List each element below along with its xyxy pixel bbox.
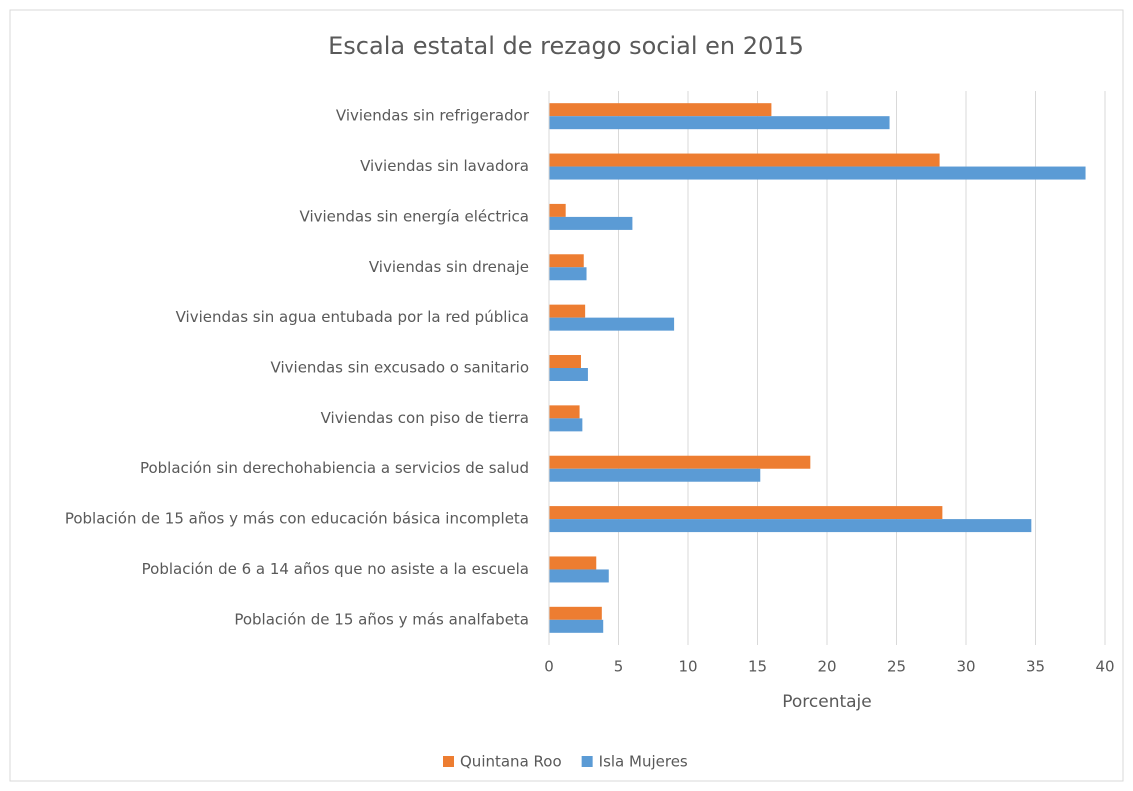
bar [549, 556, 597, 570]
bar [549, 468, 761, 482]
y-tick-label: Viviendas sin agua entubada por la red p… [176, 308, 529, 326]
bar [549, 304, 586, 318]
y-tick-label: Población de 15 años y más con educación… [65, 510, 529, 528]
chart-border [9, 9, 1124, 782]
bar [549, 569, 609, 583]
bar [549, 254, 584, 268]
y-tick-label: Viviendas sin refrigerador [336, 107, 530, 125]
x-tick-label: 5 [614, 658, 624, 676]
bar [549, 606, 602, 620]
y-tick-label: Viviendas con piso de tierra [321, 409, 529, 427]
bar [549, 203, 566, 217]
bar [549, 619, 604, 633]
legend-swatch [443, 756, 454, 767]
x-tick-label: 15 [748, 658, 767, 676]
y-tick-label: Población de 15 años y más analfabeta [234, 610, 529, 628]
y-tick-label: Viviendas sin energía eléctrica [300, 207, 529, 225]
legend-label: Quintana Roo [460, 753, 562, 771]
y-tick-label: Población de 6 a 14 años que no asiste a… [142, 560, 529, 578]
y-tick-label: Viviendas sin lavadora [360, 157, 529, 175]
chart-title: Escala estatal de rezago social en 2015 [328, 32, 804, 60]
bar [549, 519, 1032, 533]
bar [549, 153, 940, 167]
y-tick-label: Viviendas sin drenaje [369, 258, 529, 276]
x-tick-label: 40 [1095, 658, 1114, 676]
legend-swatch [581, 756, 593, 767]
bar [549, 506, 943, 520]
legend-label: Isla Mujeres [599, 753, 688, 771]
x-tick-label: 0 [544, 658, 554, 676]
x-axis-label: Porcentaje [782, 692, 872, 712]
y-tick-label: Población sin derechohabiencia a servici… [140, 459, 529, 477]
y-tick-label: Viviendas sin excusado o sanitario [271, 359, 529, 377]
bar [549, 267, 587, 281]
x-tick-label: 30 [956, 658, 975, 676]
bar [549, 405, 580, 419]
bar [549, 166, 1086, 180]
bar [549, 216, 633, 230]
bar [549, 418, 583, 432]
bar [549, 368, 588, 381]
bar [549, 455, 811, 469]
bar [549, 103, 772, 117]
bar [549, 116, 890, 130]
bar [549, 317, 675, 331]
x-tick-label: 10 [678, 658, 697, 676]
bar [549, 355, 581, 368]
x-tick-label: 25 [887, 658, 906, 676]
x-tick-label: 20 [817, 658, 836, 676]
x-tick-label: 35 [1026, 658, 1045, 676]
